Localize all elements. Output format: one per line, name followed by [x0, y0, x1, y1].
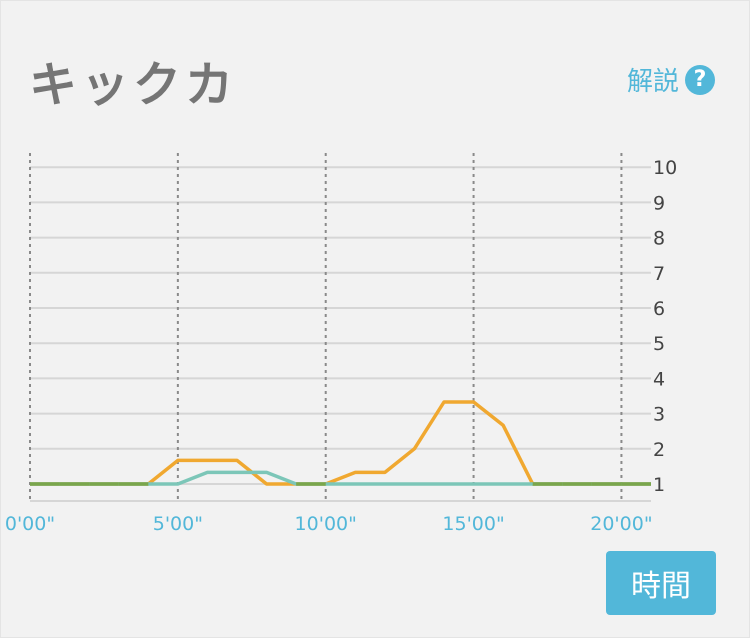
y-tick-label: 5 [653, 333, 665, 355]
y-tick-label: 2 [653, 439, 665, 461]
help-link[interactable]: 解説 ? [627, 61, 715, 98]
x-tick-label: 10'00" [295, 513, 357, 535]
y-tick-label: 9 [653, 192, 665, 214]
y-tick-label: 1 [653, 474, 665, 496]
help-label: 解説 [626, 67, 679, 97]
x-tick-label: 0'00" [5, 513, 55, 535]
x-tick-label: 20'00" [590, 513, 652, 535]
question-circle-icon: ? [685, 64, 715, 95]
y-tick-label: 4 [653, 368, 665, 390]
x-tick-label: 5'00" [153, 513, 203, 535]
y-tick-label: 6 [653, 298, 665, 320]
kick-power-chart: 1 2 3 4 5 6 7 8 9 10 0'00" 5'00" 10'00" 15'00" 20'00" [5, 153, 677, 535]
page-title: キックカ [29, 57, 238, 113]
time-button[interactable]: 時間 [606, 551, 716, 615]
y-tick-label: 3 [653, 404, 665, 426]
y-tick-label: 8 [653, 228, 665, 250]
y-tick-label: 10 [653, 157, 677, 179]
x-tick-label: 15'00" [442, 513, 504, 535]
y-tick-label: 7 [653, 263, 665, 285]
